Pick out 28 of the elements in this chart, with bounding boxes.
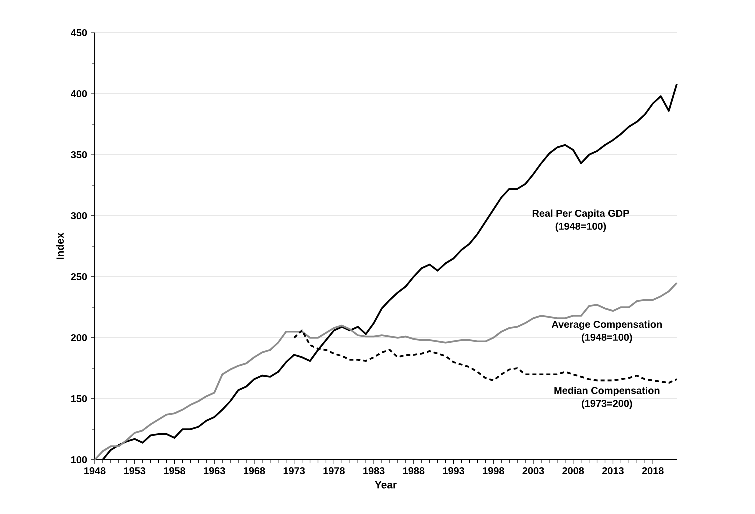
x-tick-label: 1993 xyxy=(443,467,464,475)
x-tick-label: 1953 xyxy=(124,467,146,475)
x-tick-label: 1988 xyxy=(403,467,425,475)
series-label: Average Compensation (1948=100) xyxy=(552,320,662,343)
x-tick-label: 2003 xyxy=(522,467,544,475)
text: Real Per Capita GDP (1948=100) xyxy=(532,210,630,232)
x-tick-label: 1983 xyxy=(364,467,385,475)
y-tick-label: 350 xyxy=(71,151,88,159)
y-tick-label: 450 xyxy=(71,29,88,37)
x-tick-label: 1973 xyxy=(284,467,306,475)
x-tick-label: 2008 xyxy=(562,467,584,475)
x-tick-label: 1948 xyxy=(84,467,106,475)
series-label: Median Compensation (1973=200) xyxy=(554,386,660,410)
x-tick-label: 1958 xyxy=(164,467,186,475)
y-tick-label: 200 xyxy=(71,334,88,342)
y-tick-label: 100 xyxy=(72,456,88,464)
y-axis-title: Index xyxy=(56,232,64,260)
y-tick-label: 150 xyxy=(72,395,88,403)
x-tick-label: 2018 xyxy=(642,467,664,475)
x-axis-title: Year xyxy=(375,481,397,489)
x-tick-label: 1963 xyxy=(204,467,226,475)
x-tick-label: 2013 xyxy=(602,467,624,475)
y-tick-label: 300 xyxy=(71,212,88,220)
x-tick-label: 1968 xyxy=(244,467,266,475)
x-tick-label: 1998 xyxy=(483,467,504,475)
y-tick-label: 250 xyxy=(71,273,88,281)
x-tick-label: 1978 xyxy=(324,467,345,475)
y-tick-label: 400 xyxy=(71,90,88,98)
